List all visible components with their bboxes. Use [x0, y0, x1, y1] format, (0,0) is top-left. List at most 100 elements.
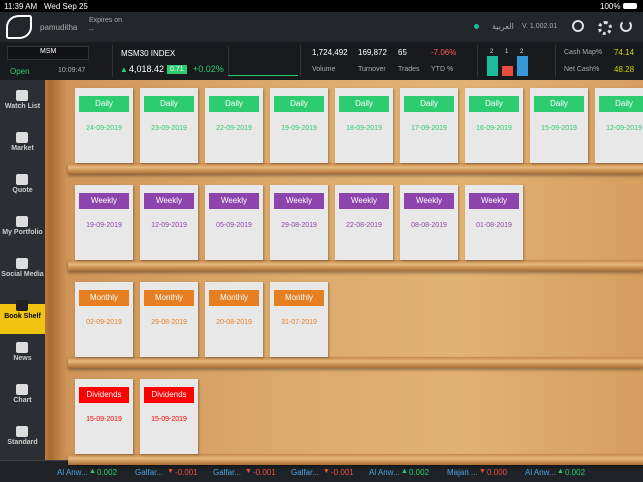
stat-value: 1,724,492 — [312, 48, 348, 57]
ticker-symbol[interactable]: Galfar... — [291, 468, 320, 477]
sidebar-item[interactable]: Book Shelf — [4, 313, 41, 320]
divider — [112, 45, 113, 77]
index-name: MSM30 INDEX — [121, 49, 176, 58]
ticker-symbol[interactable]: Al Anw... — [525, 468, 556, 477]
sidebar-item[interactable]: News — [13, 355, 32, 362]
sidebar-item[interactable]: Quote — [12, 187, 33, 194]
report-date: 15-09-2019 — [86, 416, 122, 423]
status-bar — [0, 0, 643, 12]
language-toggle[interactable]: العربية — [492, 22, 514, 31]
report-type: Daily — [404, 96, 454, 112]
report-date: 12-09-2019 — [151, 222, 187, 229]
report-type: Monthly — [209, 290, 259, 306]
report-type: Daily — [144, 96, 194, 112]
report-date: 29-08-2019 — [281, 222, 317, 229]
ticker-change: 0.002 — [565, 468, 586, 477]
divider — [477, 45, 478, 77]
report-date: 22-08-2019 — [346, 222, 382, 229]
cash-map-value: 74.14 — [614, 48, 635, 57]
power-icon[interactable] — [620, 20, 632, 32]
ticker-change: 0.000 — [487, 468, 508, 477]
report-date: 08-08-2019 — [411, 222, 447, 229]
report-date: 31-07-2019 — [281, 319, 317, 326]
report-date: 16-09-2019 — [476, 125, 512, 132]
sidebar-item[interactable]: My Portfolio — [2, 229, 43, 236]
breadth-count: 2 — [520, 49, 524, 55]
exchange: MSM — [40, 48, 57, 55]
expires-label: Expires on — [89, 17, 123, 24]
stat-value: -7.06% — [431, 48, 457, 57]
report-type: Dividends — [79, 387, 129, 403]
ticker-arrow: ▲ — [557, 468, 564, 475]
sidebar-icon — [16, 258, 28, 269]
report-type: Weekly — [404, 193, 454, 209]
search-icon[interactable] — [572, 20, 584, 32]
status-date: Wed Sep 25 — [44, 2, 88, 11]
ticker-change: 0.002 — [409, 468, 430, 477]
report-type: Daily — [339, 96, 389, 112]
report-type: Weekly — [469, 193, 519, 209]
market-strip — [0, 42, 643, 80]
report-type: Daily — [469, 96, 519, 112]
ticker-symbol[interactable]: Al Anw... — [57, 468, 88, 477]
breadth-bar — [517, 56, 528, 76]
stat-value: 169,872 — [358, 48, 387, 57]
index-change: 0.71 — [167, 65, 187, 74]
ticker-arrow: ▼ — [245, 468, 252, 475]
sidebar-item[interactable]: Social Media — [1, 271, 44, 278]
sidebar-item[interactable]: Chart — [13, 397, 32, 404]
report-date: 29-08-2019 — [151, 319, 187, 326]
version: V. 1.002.01 — [522, 23, 558, 30]
ticker-arrow: ▲ — [401, 468, 408, 475]
report-date: 18-09-2019 — [346, 125, 382, 132]
market-time: 10:09:47 — [58, 67, 86, 74]
shelf-board — [68, 454, 643, 465]
ticker-symbol[interactable]: Galfar... — [135, 468, 164, 477]
ticker-arrow: ▲ — [89, 468, 96, 475]
report-date: 17-09-2019 — [411, 125, 447, 132]
report-type: Weekly — [144, 193, 194, 209]
stat-label: Trades — [398, 66, 420, 73]
sparkline — [228, 46, 298, 76]
sidebar-icon — [16, 174, 28, 185]
report-type: Monthly — [144, 290, 194, 306]
report-date: 20-08-2019 — [216, 319, 252, 326]
ticker-symbol[interactable]: Galfar... — [213, 468, 242, 477]
report-type: Weekly — [79, 193, 129, 209]
ticker-symbol[interactable]: Al Anw... — [369, 468, 400, 477]
index-value: 4,018.42 — [129, 64, 165, 74]
sidebar-icon — [16, 132, 28, 143]
report-type: Daily — [599, 96, 643, 112]
ticker-symbol[interactable]: Majan ... — [447, 468, 478, 477]
battery-icon — [623, 3, 637, 9]
ticker-arrow: ▼ — [323, 468, 330, 475]
breadth-bar — [502, 66, 513, 76]
up-arrow: ▲ — [120, 65, 128, 74]
battery: 100% — [600, 2, 621, 11]
logo[interactable] — [6, 15, 32, 39]
settings-icon[interactable] — [598, 21, 612, 35]
exchange-box[interactable] — [7, 46, 89, 60]
sidebar-icon — [16, 426, 28, 437]
sidebar-item[interactable]: Watch List — [4, 103, 41, 110]
ticker-change: -0.001 — [253, 468, 276, 477]
net-cash-label: Net Cash% — [564, 66, 600, 73]
breadth-count: 1 — [505, 49, 509, 55]
sidebar-item[interactable]: Market — [11, 145, 34, 152]
header — [0, 12, 643, 42]
stat-label: Turnover — [358, 66, 386, 73]
breadth-count: 2 — [490, 49, 494, 55]
report-type: Daily — [534, 96, 584, 112]
cash-map-label: Cash Map% — [564, 49, 603, 56]
divider — [555, 45, 556, 77]
report-type: Weekly — [339, 193, 389, 209]
sidebar — [0, 80, 45, 460]
stat-label: Volume — [312, 66, 336, 73]
user-name: pamuditha — [40, 23, 78, 32]
report-type: Monthly — [274, 290, 324, 306]
report-date: 19-09-2019 — [86, 222, 122, 229]
ticker-change: -0.001 — [331, 468, 354, 477]
report-type: Daily — [274, 96, 324, 112]
sidebar-item[interactable]: Standard — [7, 439, 38, 446]
report-date: 05-09-2019 — [216, 222, 252, 229]
